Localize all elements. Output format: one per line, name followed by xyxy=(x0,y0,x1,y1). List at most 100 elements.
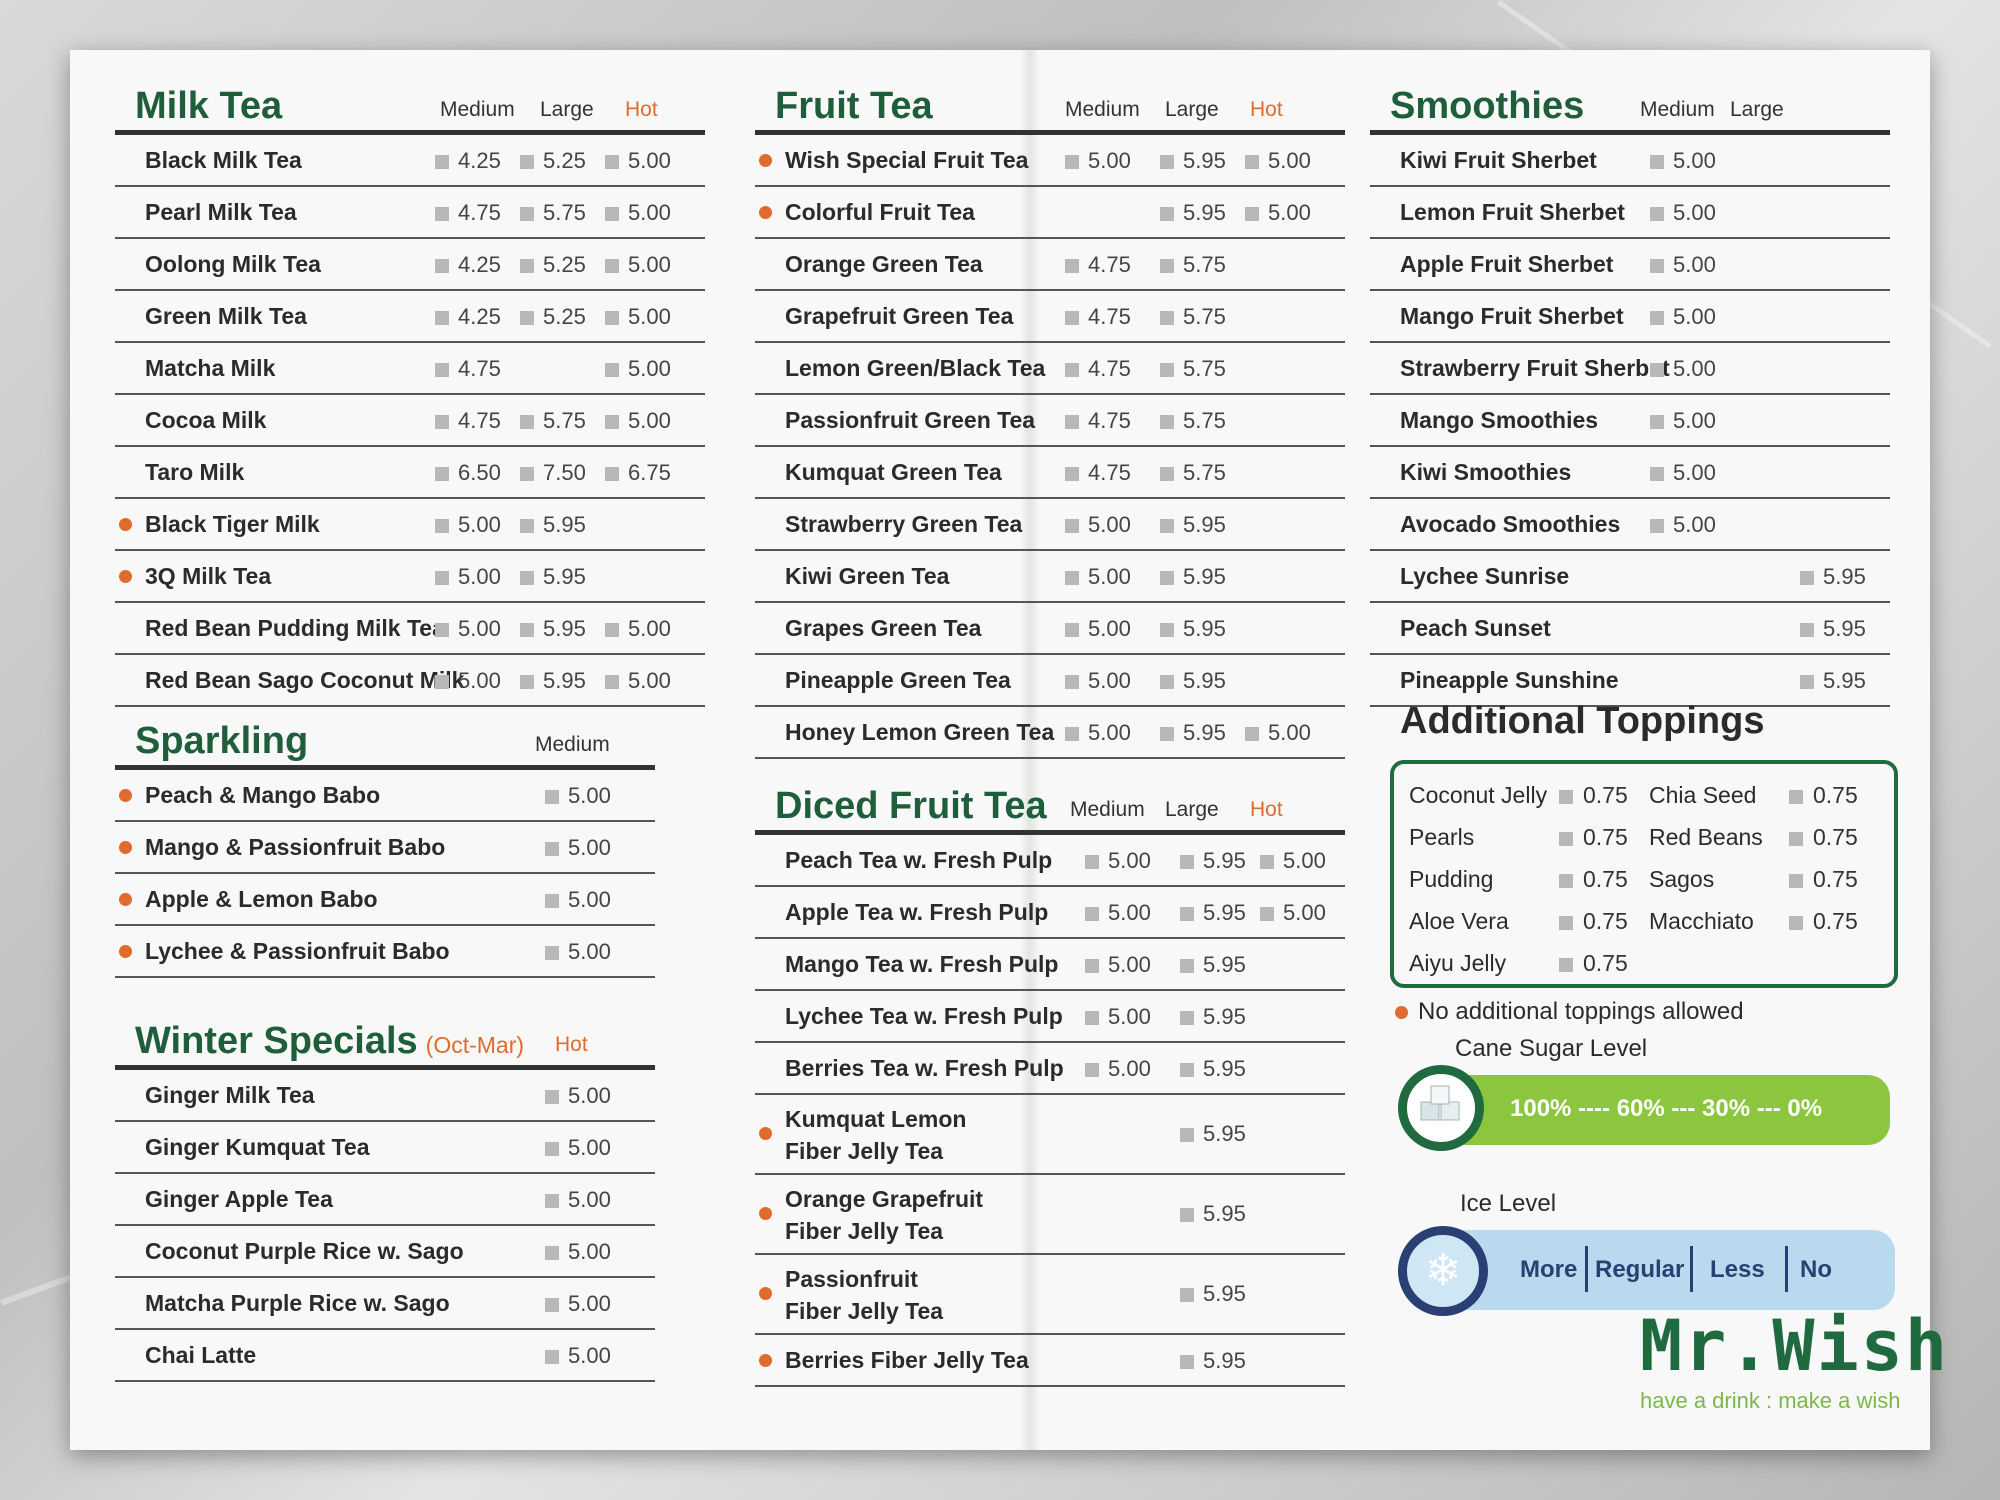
menu-item-row: Cocoa Milk 4.75 5.75 5.00 xyxy=(115,395,705,447)
topping-name: Pearls xyxy=(1409,824,1475,850)
price-medium: 5.00 xyxy=(1085,900,1151,926)
topping-name: Red Beans xyxy=(1649,824,1763,850)
menu-item-name: Peach Sunset xyxy=(1400,615,1551,641)
menu-item-row: Lemon Fruit Sherbet 5.00 xyxy=(1370,187,1890,239)
topping-name: Macchiato xyxy=(1649,908,1754,934)
topping-price: 0.75 xyxy=(1559,908,1628,935)
menu-item-name: Lychee Sunrise xyxy=(1400,563,1570,589)
diced-fruit-tea-section: Diced Fruit Tea Medium Large Hot Peach Tea w… xyxy=(755,770,1345,1387)
signature-dot-icon xyxy=(759,1287,772,1300)
menu-item-name: Grapes Green Tea xyxy=(785,615,982,641)
menu-item-name: Red Bean Sago Coconut Milk xyxy=(145,667,465,693)
column-header-hot: Hot xyxy=(555,1033,588,1056)
price-medium: 4.75 xyxy=(435,408,501,434)
column-header-large: Large xyxy=(1165,98,1219,121)
section-header: Sparkling Medium xyxy=(115,705,655,770)
price-hot: 5.00 xyxy=(1260,900,1326,926)
price-large: 5.95 xyxy=(1180,1056,1246,1082)
menu-item-row: Lychee Tea w. Fresh Pulp 5.00 5.95 xyxy=(755,991,1345,1043)
price-medium: 5.00 xyxy=(1085,952,1151,978)
menu-item-name: Wish Special Fruit Tea xyxy=(785,147,1029,173)
menu-item-name: Orange Green Tea xyxy=(785,251,983,277)
menu-item-name: Chai Latte xyxy=(145,1342,257,1368)
price-large: 7.50 xyxy=(520,460,586,486)
menu-item-name: Apple & Lemon Babo xyxy=(145,886,378,912)
menu-item-row: Kiwi Smoothies 5.00 xyxy=(1370,447,1890,499)
menu-item-row: Ginger Apple Tea 5.00 xyxy=(115,1174,655,1226)
toppings-note: No additional toppings allowed xyxy=(1395,998,1744,1026)
menu-item-name: Ginger Kumquat Tea xyxy=(145,1134,370,1160)
menu-item-row: Berries Tea w. Fresh Pulp 5.00 5.95 xyxy=(755,1043,1345,1095)
price-medium: 5.00 xyxy=(1650,408,1716,434)
menu-item-row: Passionfruit Green Tea 4.75 5.75 xyxy=(755,395,1345,447)
price-medium: 4.75 xyxy=(1065,304,1131,330)
price-hot: 5.00 xyxy=(605,356,671,382)
price-medium: 5.00 xyxy=(1650,252,1716,278)
menu-item-name: Avocado Smoothies xyxy=(1400,511,1621,537)
brand-logo: Mr.Wish xyxy=(1640,1305,1950,1387)
price-medium: 4.75 xyxy=(1065,252,1131,278)
menu-item-name: Oolong Milk Tea xyxy=(145,251,321,277)
price-hot: 5.00 xyxy=(605,148,671,174)
price-medium: 5.00 xyxy=(1065,616,1131,642)
sugar-level-title: Cane Sugar Level xyxy=(1455,1035,1648,1062)
menu-item-name: Mango Smoothies xyxy=(1400,407,1599,433)
signature-dot-icon xyxy=(759,1354,772,1367)
menu-item-row: Pineapple Green Tea 5.00 5.95 xyxy=(755,655,1345,707)
topping-price: 0.75 xyxy=(1789,908,1858,935)
toppings-title: Additional Toppings xyxy=(1400,700,1765,742)
price-medium: 5.00 xyxy=(1065,668,1131,694)
fruit-tea-section: Fruit Tea Medium Large Hot Wish Special Frui… xyxy=(755,70,1345,759)
menu-item-row: Mango Tea w. Fresh Pulp 5.00 5.95 xyxy=(755,939,1345,991)
signature-dot-icon xyxy=(759,1127,772,1140)
price-hot: 5.00 xyxy=(545,1239,611,1265)
price-large: 5.95 xyxy=(1180,1281,1246,1307)
price-large: 5.95 xyxy=(1800,616,1866,642)
column-header-medium: Medium xyxy=(1640,98,1715,121)
ice-separator xyxy=(1585,1246,1588,1292)
menu-item-name: Ginger Milk Tea xyxy=(145,1082,315,1108)
menu-item-name: Cocoa Milk xyxy=(145,407,267,433)
signature-dot-icon xyxy=(759,206,772,219)
column-header-medium: Medium xyxy=(535,733,610,756)
menu-item-name: Black Milk Tea xyxy=(145,147,302,173)
ice-separator xyxy=(1785,1246,1788,1292)
price-hot: 5.00 xyxy=(1260,848,1326,874)
topping-price: 0.75 xyxy=(1789,824,1858,851)
price-medium: 5.00 xyxy=(545,887,611,913)
menu-item-row: Mango & Passionfruit Babo 5.00 xyxy=(115,822,655,874)
menu-item-row: Apple Tea w. Fresh Pulp 5.00 5.95 5.00 xyxy=(755,887,1345,939)
topping-name: Pudding xyxy=(1409,866,1494,892)
menu-item-name: Peach Tea w. Fresh Pulp xyxy=(785,847,1053,873)
section-header: Milk Tea Medium Large Hot xyxy=(115,70,705,135)
price-medium: 5.00 xyxy=(1650,304,1716,330)
menu-item-row: Green Milk Tea 4.25 5.25 5.00 xyxy=(115,291,705,343)
section-title: Smoothies xyxy=(1390,85,1585,127)
price-medium: 5.00 xyxy=(1650,148,1716,174)
price-medium: 4.75 xyxy=(435,356,501,382)
menu-item-row: Colorful Fruit Tea 5.95 5.00 xyxy=(755,187,1345,239)
column-header-large: Large xyxy=(1730,98,1784,121)
topping-name: Aloe Vera xyxy=(1409,908,1509,934)
price-large: 5.95 xyxy=(1160,148,1226,174)
menu-item-name-line2: Fiber Jelly Tea xyxy=(785,1298,944,1324)
price-medium: 5.00 xyxy=(1085,1056,1151,1082)
menu-item-row: Wish Special Fruit Tea 5.00 5.95 5.00 xyxy=(755,135,1345,187)
price-medium: 5.00 xyxy=(435,616,501,642)
menu-item-name: Lemon Fruit Sherbet xyxy=(1400,199,1625,225)
sugar-cube-icon xyxy=(1398,1065,1484,1151)
menu-item-name-line1: Passionfruit xyxy=(785,1266,918,1292)
price-hot: 5.00 xyxy=(1245,200,1311,226)
signature-dot-icon xyxy=(119,893,132,906)
price-large: 5.95 xyxy=(1800,564,1866,590)
column-header-hot: Hot xyxy=(625,98,658,121)
menu-item-row: Chai Latte 5.00 xyxy=(115,1330,655,1382)
menu-item-row: Black Milk Tea 4.25 5.25 5.00 xyxy=(115,135,705,187)
price-large: 5.95 xyxy=(1160,720,1226,746)
menu-item-name: Peach & Mango Babo xyxy=(145,782,381,808)
topping-name: Chia Seed xyxy=(1649,782,1757,808)
section-subtitle: (Oct-Mar) xyxy=(425,1032,525,1058)
price-medium: 5.00 xyxy=(1650,512,1716,538)
ice-option-regular: Regular xyxy=(1595,1256,1685,1283)
toppings-note-text: No additional toppings allowed xyxy=(1418,998,1744,1025)
